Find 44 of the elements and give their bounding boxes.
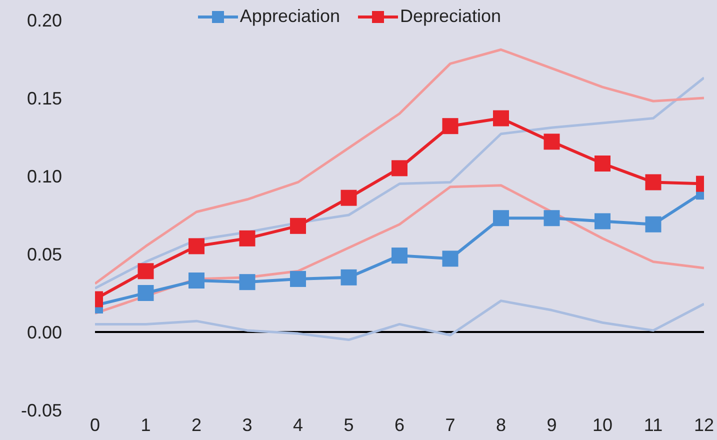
- point: [645, 216, 662, 232]
- x-tick-label: 2: [191, 414, 202, 435]
- x-tick-label: 7: [445, 414, 456, 435]
- x-tick-label: 3: [242, 414, 252, 435]
- x-tick-label: 12: [694, 414, 714, 435]
- line-series: [95, 300, 704, 342]
- point: [188, 238, 204, 254]
- x-tick-label: 5: [344, 414, 354, 435]
- legend-label: Depreciation: [400, 6, 502, 27]
- x-tick-label: 10: [592, 414, 613, 435]
- x-tick-label: 1: [140, 414, 151, 435]
- x-tick-label: 0: [90, 414, 100, 435]
- point: [442, 118, 458, 134]
- point: [239, 274, 256, 290]
- point: [392, 248, 408, 264]
- y-tick-label: -0.05: [20, 400, 62, 420]
- point: [544, 210, 560, 226]
- point: [239, 230, 256, 246]
- point: [645, 174, 662, 190]
- point: [340, 190, 357, 206]
- x-tick-label: 4: [292, 414, 304, 435]
- point: [594, 156, 610, 172]
- y-tick-label: 0.00: [26, 322, 62, 342]
- point: [290, 218, 306, 234]
- y-tick-label: 0.10: [26, 166, 62, 186]
- point: [138, 285, 154, 301]
- point: [442, 250, 458, 267]
- point: [340, 269, 357, 286]
- point: [544, 134, 560, 150]
- point: [493, 110, 509, 126]
- x-tick-label: 11: [644, 414, 663, 435]
- x-tick-label: 8: [496, 414, 506, 435]
- y-tick-label: 0.05: [26, 244, 62, 264]
- point: [188, 272, 204, 289]
- point: [594, 213, 610, 230]
- point: [493, 210, 509, 226]
- point: [138, 263, 154, 280]
- legend-label: Appreciation: [240, 6, 340, 27]
- point: [392, 160, 408, 176]
- x-tick-label: 6: [394, 414, 405, 435]
- y-tick-label: 0.15: [26, 88, 62, 108]
- point: [290, 270, 306, 287]
- x-tick-label: 9: [546, 414, 557, 435]
- y-tick-label: 0.20: [26, 10, 62, 30]
